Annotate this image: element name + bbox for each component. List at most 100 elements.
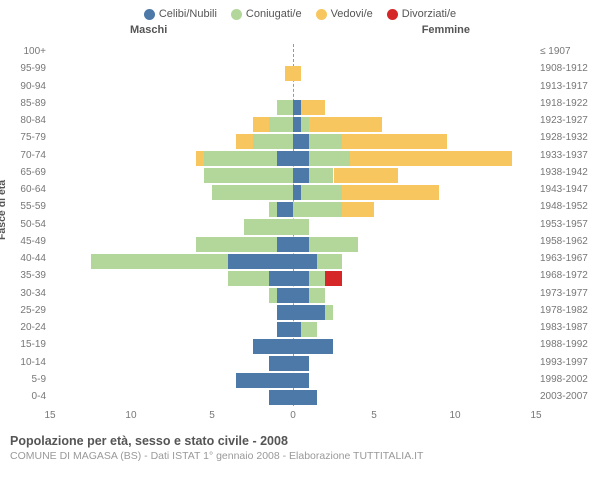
bar-male-coniug <box>253 134 293 149</box>
bar-male-celibi <box>277 305 293 320</box>
x-tick: 5 <box>371 410 377 421</box>
legend-swatch <box>231 9 242 20</box>
bar-male-celibi <box>269 390 293 405</box>
birth-year-label: 1943-1947 <box>540 184 594 195</box>
bar-male-celibi <box>269 356 293 371</box>
pyramid-row <box>50 338 536 355</box>
birth-year-label: 1908-1912 <box>540 63 594 74</box>
bar-female-divorz <box>325 271 341 286</box>
age-label: 75-79 <box>6 132 46 143</box>
pyramid-row <box>50 372 536 389</box>
birth-year-label: 1983-1987 <box>540 322 594 333</box>
bar-male-coniug <box>269 288 277 303</box>
gender-headers: Maschi Femmine <box>0 24 600 40</box>
bar-male-celibi <box>277 151 293 166</box>
pyramid-row <box>50 133 536 150</box>
pyramid-row <box>50 99 536 116</box>
bar-female-coniug <box>309 271 325 286</box>
bar-male-coniug <box>196 237 277 252</box>
legend-item: Coniugati/e <box>231 8 302 20</box>
bar-female-coniug <box>309 288 325 303</box>
age-label: 0-4 <box>6 391 46 402</box>
bar-female-nubili <box>293 168 309 183</box>
pyramid-row <box>50 82 536 99</box>
pyramid-row <box>50 304 536 321</box>
birth-year-label: 1928-1932 <box>540 132 594 143</box>
y-axis-left: 100+95-9990-9485-8980-8475-7970-7465-696… <box>6 46 46 402</box>
bar-male-vedovi <box>253 117 269 132</box>
bar-male-coniug <box>269 117 293 132</box>
bar-female-nubili <box>293 373 309 388</box>
legend-label: Vedovi/e <box>331 8 373 20</box>
birth-year-label: 1973-1977 <box>540 288 594 299</box>
x-tick: 5 <box>209 410 215 421</box>
bar-male-celibi <box>228 254 293 269</box>
footer: Popolazione per età, sesso e stato civil… <box>0 430 600 462</box>
legend-swatch <box>316 9 327 20</box>
age-label: 85-89 <box>6 98 46 109</box>
age-label: 100+ <box>6 46 46 57</box>
bar-male-coniug <box>277 100 293 115</box>
bar-female-coniug <box>309 134 341 149</box>
bar-male-coniug <box>269 202 277 217</box>
chart-area: Fasce di età Anni di nascita 100+95-9990… <box>0 40 600 430</box>
age-label: 65-69 <box>6 167 46 178</box>
bar-male-celibi <box>236 373 293 388</box>
bar-female-coniug <box>293 219 309 234</box>
bar-male-celibi <box>253 339 293 354</box>
bar-female-vedovi <box>301 100 325 115</box>
birth-year-label: 1953-1957 <box>540 219 594 230</box>
bar-male-coniug <box>228 271 268 286</box>
age-label: 55-59 <box>6 201 46 212</box>
chart-title: Popolazione per età, sesso e stato civil… <box>10 434 590 448</box>
pyramid-row <box>50 287 536 304</box>
age-label: 95-99 <box>6 63 46 74</box>
x-tick: 0 <box>290 410 296 421</box>
bar-female-coniug <box>301 185 341 200</box>
bar-female-coniug <box>301 117 309 132</box>
bar-male-vedovi <box>285 66 293 81</box>
birth-year-label: 1958-1962 <box>540 236 594 247</box>
pyramid-row <box>50 116 536 133</box>
bar-female-vedovi <box>342 185 439 200</box>
bar-female-vedovi <box>342 134 447 149</box>
pyramid-row <box>50 184 536 201</box>
x-tick: 10 <box>125 410 136 421</box>
header-female: Femmine <box>422 24 470 36</box>
legend-swatch <box>144 9 155 20</box>
legend: Celibi/NubiliConiugati/eVedovi/eDivorzia… <box>0 0 600 24</box>
bar-female-nubili <box>293 356 309 371</box>
legend-label: Divorziati/e <box>402 8 456 20</box>
bar-male-coniug <box>212 185 293 200</box>
bar-female-coniug <box>317 254 341 269</box>
bar-male-coniug <box>204 151 277 166</box>
bar-female-coniug <box>301 322 317 337</box>
birth-year-label: 1978-1982 <box>540 305 594 316</box>
bar-female-nubili <box>293 288 309 303</box>
bar-male-vedovi <box>236 134 252 149</box>
bar-female-nubili <box>293 117 301 132</box>
bar-female-coniug <box>293 202 342 217</box>
bar-female-vedovi <box>334 168 399 183</box>
pyramid-row <box>50 218 536 235</box>
bar-female-vedovi <box>342 202 374 217</box>
bar-male-celibi <box>277 322 293 337</box>
bar-female-nubili <box>293 305 325 320</box>
pyramid-row <box>50 270 536 287</box>
legend-swatch <box>387 9 398 20</box>
x-tick: 15 <box>530 410 541 421</box>
birth-year-label: 1918-1922 <box>540 98 594 109</box>
birth-year-label: 1963-1967 <box>540 253 594 264</box>
bar-female-coniug <box>309 237 358 252</box>
bar-female-vedovi <box>293 66 301 81</box>
pyramid-row <box>50 236 536 253</box>
x-tick: 10 <box>449 410 460 421</box>
birth-year-label: 1938-1942 <box>540 167 594 178</box>
bar-female-nubili <box>293 254 317 269</box>
bar-female-nubili <box>293 134 309 149</box>
birth-year-label: 1913-1917 <box>540 81 594 92</box>
age-label: 70-74 <box>6 150 46 161</box>
age-label: 45-49 <box>6 236 46 247</box>
age-label: 30-34 <box>6 288 46 299</box>
bar-female-nubili <box>293 151 309 166</box>
